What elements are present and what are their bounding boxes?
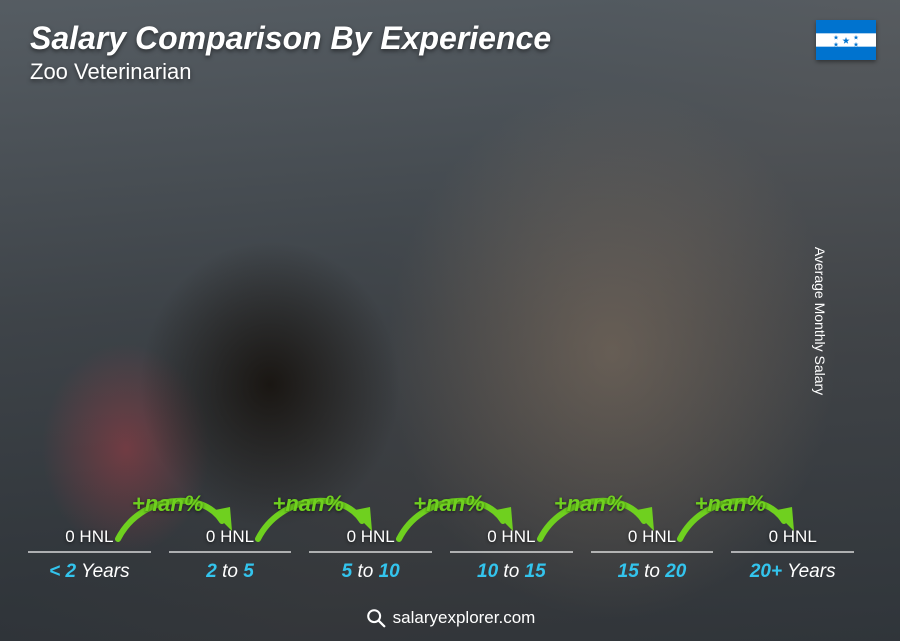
x-axis-label: 15 to 20 <box>591 561 714 583</box>
x-axis-label: < 2 Years <box>28 561 151 583</box>
bar-increase-label: +nan% <box>554 491 626 517</box>
bar-increase-label: +nan% <box>132 491 204 517</box>
country-flag <box>816 20 876 60</box>
bar: 0 HNL+nan% <box>591 551 714 553</box>
x-axis-label: 5 to 10 <box>309 561 432 583</box>
footer: salaryexplorer.com <box>0 607 900 629</box>
bar-wrap: 0 HNL+nan% <box>591 551 714 553</box>
bar: 0 HNL+nan% <box>731 551 854 553</box>
bar-increase-label: +nan% <box>413 491 485 517</box>
bar: 0 HNL+nan% <box>169 551 292 553</box>
x-axis-label: 2 to 5 <box>169 561 292 583</box>
bars-container: 0 HNL0 HNL+nan%0 HNL+nan%0 HNL+nan%0 HNL… <box>28 143 854 553</box>
footer-site: salaryexplorer.com <box>393 608 536 628</box>
bar-wrap: 0 HNL+nan% <box>309 551 432 553</box>
bar-value-label: 0 HNL <box>769 527 817 547</box>
magnifier-icon <box>365 607 387 629</box>
header: Salary Comparison By Experience Zoo Vete… <box>30 20 551 85</box>
bar-increase-label: +nan% <box>695 491 767 517</box>
bar-value-label: 0 HNL <box>65 527 113 547</box>
bar-value-label: 0 HNL <box>206 527 254 547</box>
honduras-flag-icon <box>816 20 876 60</box>
bar-value-label: 0 HNL <box>347 527 395 547</box>
bar-increase-label: +nan% <box>273 491 345 517</box>
bar-value-label: 0 HNL <box>487 527 535 547</box>
bar-value-label: 0 HNL <box>628 527 676 547</box>
x-axis-label: 10 to 15 <box>450 561 573 583</box>
bar-wrap: 0 HNL+nan% <box>731 551 854 553</box>
bar: 0 HNL+nan% <box>309 551 432 553</box>
chart-subtitle: Zoo Veterinarian <box>30 59 551 85</box>
y-axis-label: Average Monthly Salary <box>812 246 828 394</box>
bar: 0 HNL <box>28 551 151 553</box>
bar-wrap: 0 HNL+nan% <box>450 551 573 553</box>
bar-chart: 0 HNL0 HNL+nan%0 HNL+nan%0 HNL+nan%0 HNL… <box>28 120 854 583</box>
chart-title: Salary Comparison By Experience <box>30 20 551 57</box>
x-axis-label: 20+ Years <box>731 561 854 583</box>
x-axis-labels: < 2 Years 2 to 5 5 to 10 10 to 15 15 to 20 20… <box>28 561 854 583</box>
bar-wrap: 0 HNL+nan% <box>169 551 292 553</box>
bar-wrap: 0 HNL <box>28 551 151 553</box>
bar: 0 HNL+nan% <box>450 551 573 553</box>
